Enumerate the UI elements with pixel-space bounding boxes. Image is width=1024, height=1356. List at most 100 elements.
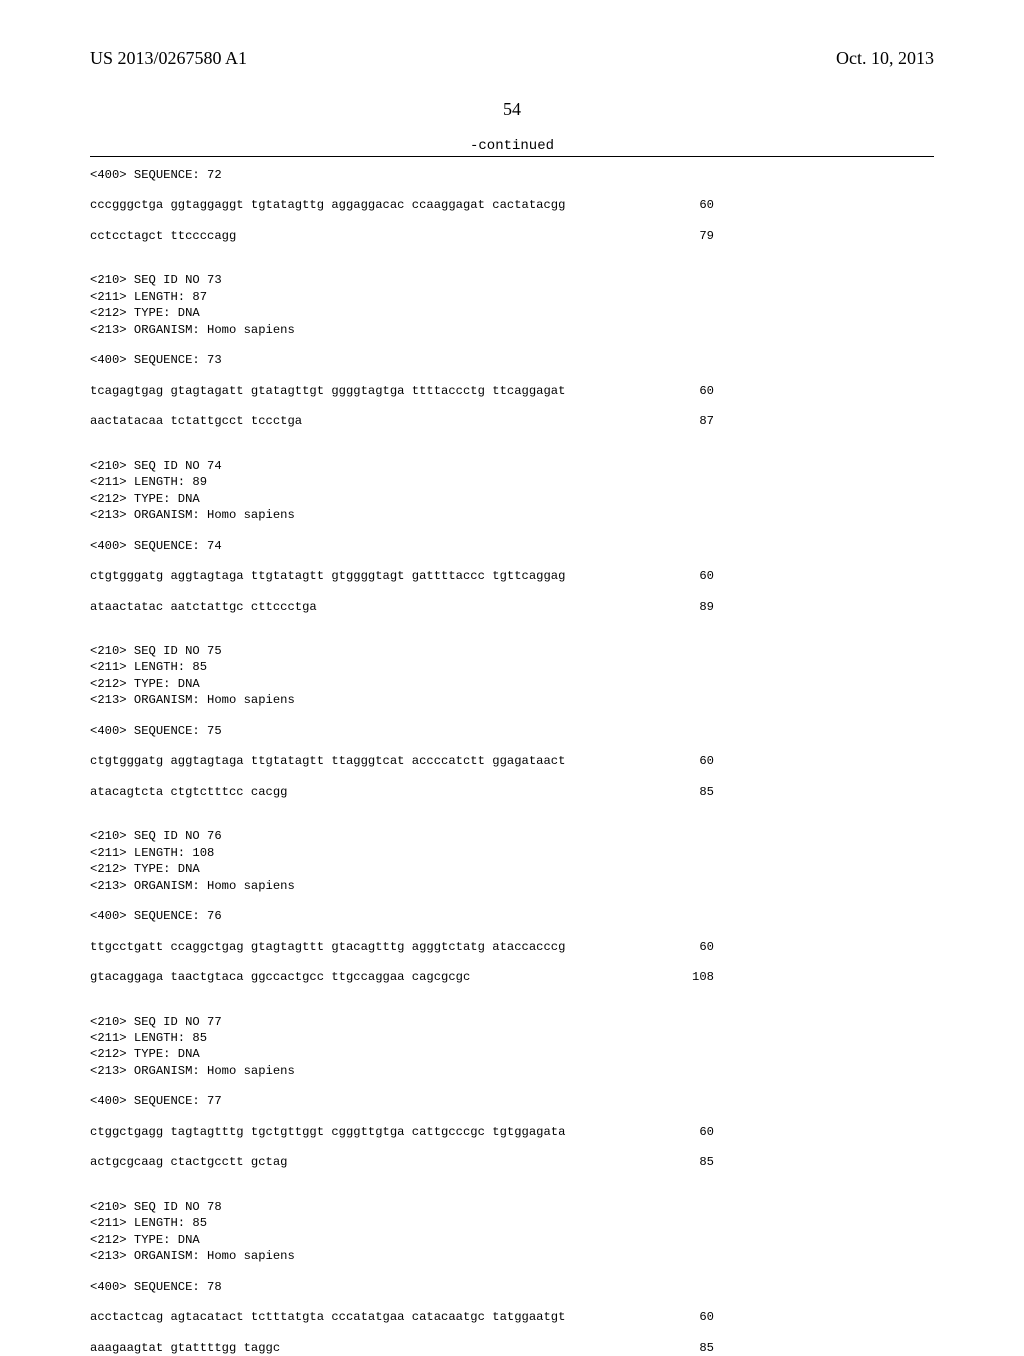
sequence-text-line: <400> SEQUENCE: 78 bbox=[90, 1279, 934, 1295]
sequence-text-line: <213> ORGANISM: Homo sapiens bbox=[90, 878, 934, 894]
sequence-row: ataactatac aatctattgc cttccctga89 bbox=[90, 599, 934, 615]
spacer bbox=[90, 369, 934, 383]
spacer bbox=[90, 739, 934, 753]
sequence-bases: cctcctagct ttccccagg bbox=[90, 228, 236, 244]
sequence-text-line: <213> ORGANISM: Homo sapiens bbox=[90, 1063, 934, 1079]
sequence-text-line: <400> SEQUENCE: 73 bbox=[90, 352, 934, 368]
spacer bbox=[90, 1110, 934, 1124]
spacer bbox=[90, 1079, 934, 1093]
spacer bbox=[90, 955, 934, 969]
sequence-text-line: <210> SEQ ID NO 75 bbox=[90, 643, 934, 659]
sequence-text-line: <212> TYPE: DNA bbox=[90, 491, 934, 507]
publication-number: US 2013/0267580 A1 bbox=[90, 48, 247, 69]
sequence-text-line: <210> SEQ ID NO 76 bbox=[90, 828, 934, 844]
sequence-bases: ttgcctgatt ccaggctgag gtagtagttt gtacagt… bbox=[90, 939, 565, 955]
sequence-text-line: <211> LENGTH: 87 bbox=[90, 289, 934, 305]
sequence-position: 87 bbox=[302, 413, 934, 429]
spacer bbox=[90, 399, 934, 413]
sequence-bases: ctgtgggatg aggtagtaga ttgtatagtt ttagggt… bbox=[90, 753, 565, 769]
sequence-text-line: <211> LENGTH: 89 bbox=[90, 474, 934, 490]
sequence-text-line: <212> TYPE: DNA bbox=[90, 1046, 934, 1062]
sequence-row: ctgtgggatg aggtagtaga ttgtatagtt ttagggt… bbox=[90, 753, 934, 769]
spacer bbox=[90, 585, 934, 599]
spacer bbox=[90, 925, 934, 939]
sequence-row: acctactcag agtacatact tctttatgta cccatat… bbox=[90, 1309, 934, 1325]
sequence-bases: cccgggctga ggtaggaggt tgtatagttg aggagga… bbox=[90, 197, 565, 213]
spacer bbox=[90, 1140, 934, 1154]
sequence-text-line: <400> SEQUENCE: 75 bbox=[90, 723, 934, 739]
sequence-row: aaagaagtat gtattttgg taggc85 bbox=[90, 1340, 934, 1356]
page-number: 54 bbox=[90, 99, 934, 120]
sequence-text-line: <213> ORGANISM: Homo sapiens bbox=[90, 1248, 934, 1264]
sequence-bases: actgcgcaag ctactgcctt gctag bbox=[90, 1154, 287, 1170]
spacer bbox=[90, 554, 934, 568]
page-container: US 2013/0267580 A1 Oct. 10, 2013 54 -con… bbox=[0, 0, 1024, 1320]
sequence-text-line: <212> TYPE: DNA bbox=[90, 676, 934, 692]
sequence-row: cccgggctga ggtaggaggt tgtatagttg aggagga… bbox=[90, 197, 934, 213]
spacer bbox=[90, 709, 934, 723]
publication-date: Oct. 10, 2013 bbox=[836, 48, 934, 69]
sequence-position: 79 bbox=[236, 228, 934, 244]
sequence-position: 85 bbox=[287, 784, 934, 800]
sequence-bases: acctactcag agtacatact tctttatgta cccatat… bbox=[90, 1309, 565, 1325]
spacer bbox=[90, 183, 934, 197]
spacer bbox=[90, 244, 934, 272]
sequence-position: 89 bbox=[317, 599, 934, 615]
sequence-row: aactatacaa tctattgcct tccctga87 bbox=[90, 413, 934, 429]
sequence-text-line: <211> LENGTH: 85 bbox=[90, 1215, 934, 1231]
sequence-row: ttgcctgatt ccaggctgag gtagtagttt gtacagt… bbox=[90, 939, 934, 955]
sequence-text-line: <400> SEQUENCE: 77 bbox=[90, 1093, 934, 1109]
sequence-position: 85 bbox=[287, 1154, 934, 1170]
sequence-text-line: <210> SEQ ID NO 78 bbox=[90, 1199, 934, 1215]
sequence-text-line: <213> ORGANISM: Homo sapiens bbox=[90, 507, 934, 523]
sequence-text-line: <211> LENGTH: 85 bbox=[90, 1030, 934, 1046]
sequence-text-line: <212> TYPE: DNA bbox=[90, 1232, 934, 1248]
sequence-position: 85 bbox=[280, 1340, 934, 1356]
sequence-row: actgcgcaag ctactgcctt gctag85 bbox=[90, 1154, 934, 1170]
spacer bbox=[90, 986, 934, 1014]
horizontal-rule bbox=[90, 156, 934, 157]
sequence-text-line: <400> SEQUENCE: 74 bbox=[90, 538, 934, 554]
spacer bbox=[90, 430, 934, 458]
spacer bbox=[90, 894, 934, 908]
spacer bbox=[90, 338, 934, 352]
sequence-text-line: <210> SEQ ID NO 74 bbox=[90, 458, 934, 474]
sequence-bases: ctggctgagg tagtagtttg tgctgttggt cgggttg… bbox=[90, 1124, 565, 1140]
sequence-position: 60 bbox=[565, 383, 934, 399]
spacer bbox=[90, 1326, 934, 1340]
sequence-position: 60 bbox=[565, 939, 934, 955]
sequence-row: gtacaggaga taactgtaca ggccactgcc ttgccag… bbox=[90, 969, 934, 985]
sequence-text-line: <212> TYPE: DNA bbox=[90, 861, 934, 877]
sequence-position: 60 bbox=[565, 197, 934, 213]
sequence-listing: <400> SEQUENCE: 72 cccgggctga ggtaggaggt … bbox=[90, 167, 934, 1356]
spacer bbox=[90, 615, 934, 643]
page-header: US 2013/0267580 A1 Oct. 10, 2013 bbox=[90, 48, 934, 69]
sequence-text-line: <210> SEQ ID NO 73 bbox=[90, 272, 934, 288]
sequence-position: 60 bbox=[565, 1309, 934, 1325]
sequence-text-line: <211> LENGTH: 108 bbox=[90, 845, 934, 861]
spacer bbox=[90, 800, 934, 828]
sequence-bases: ctgtgggatg aggtagtaga ttgtatagtt gtggggt… bbox=[90, 568, 565, 584]
sequence-text-line: <212> TYPE: DNA bbox=[90, 305, 934, 321]
sequence-bases: tcagagtgag gtagtagatt gtatagttgt ggggtag… bbox=[90, 383, 565, 399]
spacer bbox=[90, 524, 934, 538]
spacer bbox=[90, 1171, 934, 1199]
spacer bbox=[90, 1295, 934, 1309]
sequence-position: 60 bbox=[565, 1124, 934, 1140]
sequence-position: 108 bbox=[470, 969, 934, 985]
sequence-text-line: <400> SEQUENCE: 76 bbox=[90, 908, 934, 924]
sequence-bases: atacagtcta ctgtctttcc cacgg bbox=[90, 784, 287, 800]
sequence-position: 60 bbox=[565, 568, 934, 584]
spacer bbox=[90, 214, 934, 228]
sequence-row: ctgtgggatg aggtagtaga ttgtatagtt gtggggt… bbox=[90, 568, 934, 584]
spacer bbox=[90, 1265, 934, 1279]
sequence-row: tcagagtgag gtagtagatt gtatagttgt ggggtag… bbox=[90, 383, 934, 399]
sequence-bases: gtacaggaga taactgtaca ggccactgcc ttgccag… bbox=[90, 969, 470, 985]
sequence-bases: ataactatac aatctattgc cttccctga bbox=[90, 599, 317, 615]
sequence-text-line: <400> SEQUENCE: 72 bbox=[90, 167, 934, 183]
sequence-bases: aactatacaa tctattgcct tccctga bbox=[90, 413, 302, 429]
sequence-text-line: <213> ORGANISM: Homo sapiens bbox=[90, 692, 934, 708]
spacer bbox=[90, 770, 934, 784]
sequence-text-line: <210> SEQ ID NO 77 bbox=[90, 1014, 934, 1030]
sequence-text-line: <211> LENGTH: 85 bbox=[90, 659, 934, 675]
